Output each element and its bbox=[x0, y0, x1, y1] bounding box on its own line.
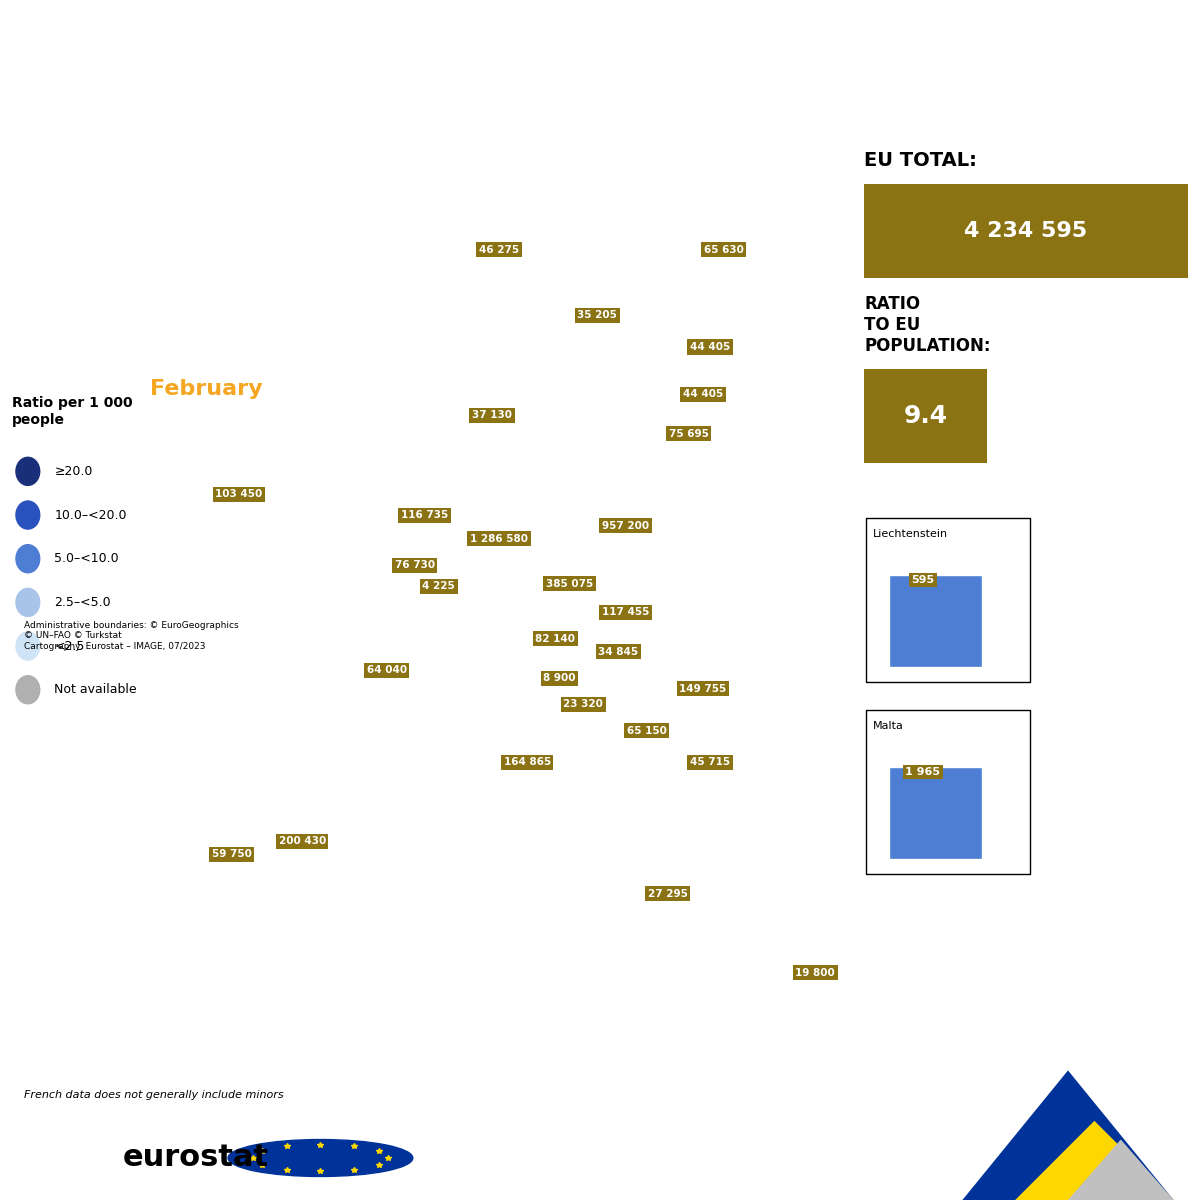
Text: 64 040: 64 040 bbox=[366, 665, 407, 676]
Text: 4 225: 4 225 bbox=[422, 581, 455, 592]
Text: 4 234 595: 4 234 595 bbox=[965, 221, 1087, 241]
Text: 59 750: 59 750 bbox=[212, 850, 252, 859]
FancyBboxPatch shape bbox=[864, 370, 988, 463]
Text: 75 695: 75 695 bbox=[668, 428, 709, 439]
FancyBboxPatch shape bbox=[889, 767, 982, 859]
Text: 65 150: 65 150 bbox=[626, 726, 666, 736]
Text: 164 865: 164 865 bbox=[504, 757, 551, 767]
Text: 2024: 2024 bbox=[258, 379, 328, 400]
Polygon shape bbox=[962, 1070, 1174, 1200]
Text: 82 140: 82 140 bbox=[535, 634, 575, 643]
Text: 9.4: 9.4 bbox=[904, 404, 948, 428]
Text: 44 405: 44 405 bbox=[690, 342, 730, 352]
Text: 46 275: 46 275 bbox=[479, 245, 520, 254]
Text: 76 730: 76 730 bbox=[395, 560, 434, 570]
Text: 1 965: 1 965 bbox=[905, 767, 941, 776]
Text: 23 320: 23 320 bbox=[564, 700, 604, 709]
Text: 595: 595 bbox=[911, 575, 935, 584]
Text: 45 715: 45 715 bbox=[690, 757, 730, 767]
Text: Non-EU citizens who fled Ukraine: Non-EU citizens who fled Ukraine bbox=[36, 163, 454, 184]
Text: 35 205: 35 205 bbox=[577, 311, 617, 320]
Circle shape bbox=[16, 632, 40, 660]
Circle shape bbox=[16, 457, 40, 486]
Text: 65 630: 65 630 bbox=[704, 245, 744, 254]
FancyBboxPatch shape bbox=[889, 575, 982, 667]
Text: 2.5–<5.0: 2.5–<5.0 bbox=[54, 596, 110, 608]
Text: 103 450: 103 450 bbox=[215, 490, 263, 499]
Text: 19 800: 19 800 bbox=[796, 967, 835, 978]
Text: 149 755: 149 755 bbox=[679, 684, 726, 694]
Text: Administrative boundaries: © EuroGeographics
© UN–FAO © Turkstat
Cartography: Eu: Administrative boundaries: © EuroGeograp… bbox=[24, 622, 239, 650]
Text: RATIO
TO EU
POPULATION:: RATIO TO EU POPULATION: bbox=[864, 295, 990, 355]
Circle shape bbox=[228, 1140, 413, 1176]
Text: 385 075: 385 075 bbox=[546, 578, 593, 588]
Text: February: February bbox=[150, 379, 263, 400]
Text: 200 430: 200 430 bbox=[278, 836, 326, 846]
Text: French data does not generally include minors: French data does not generally include m… bbox=[24, 1090, 283, 1100]
Circle shape bbox=[16, 502, 40, 529]
Text: 34 845: 34 845 bbox=[599, 647, 638, 656]
Circle shape bbox=[16, 545, 40, 572]
Text: 8 900: 8 900 bbox=[544, 673, 576, 683]
FancyBboxPatch shape bbox=[864, 185, 1188, 278]
Text: temporary protection: temporary protection bbox=[36, 307, 306, 328]
Text: Liechtenstein: Liechtenstein bbox=[872, 529, 948, 540]
Polygon shape bbox=[1068, 1140, 1174, 1200]
Text: at the end of: at the end of bbox=[36, 379, 206, 400]
Text: Ratio per 1 000
people: Ratio per 1 000 people bbox=[12, 396, 133, 427]
Text: 1 286 580: 1 286 580 bbox=[470, 534, 528, 544]
Text: ≥20.0: ≥20.0 bbox=[54, 464, 92, 478]
Polygon shape bbox=[1015, 1121, 1174, 1200]
Text: 5.0–<10.0: 5.0–<10.0 bbox=[54, 552, 119, 565]
Text: 10.0–<20.0: 10.0–<20.0 bbox=[54, 509, 127, 522]
Text: 957 200: 957 200 bbox=[602, 521, 649, 530]
Text: Not available: Not available bbox=[54, 683, 137, 696]
Text: 44 405: 44 405 bbox=[683, 389, 722, 400]
Text: <2.5: <2.5 bbox=[54, 640, 85, 653]
Text: and were under: and were under bbox=[36, 235, 234, 256]
Text: Malta: Malta bbox=[872, 721, 904, 732]
Text: EU TOTAL:: EU TOTAL: bbox=[864, 151, 977, 169]
Text: eurostat: eurostat bbox=[122, 1144, 269, 1172]
Circle shape bbox=[16, 676, 40, 703]
Text: 117 455: 117 455 bbox=[602, 607, 649, 618]
Circle shape bbox=[16, 588, 40, 617]
Text: 37 130: 37 130 bbox=[472, 410, 512, 420]
Text: 27 295: 27 295 bbox=[648, 889, 688, 899]
Text: 116 735: 116 735 bbox=[401, 510, 448, 521]
